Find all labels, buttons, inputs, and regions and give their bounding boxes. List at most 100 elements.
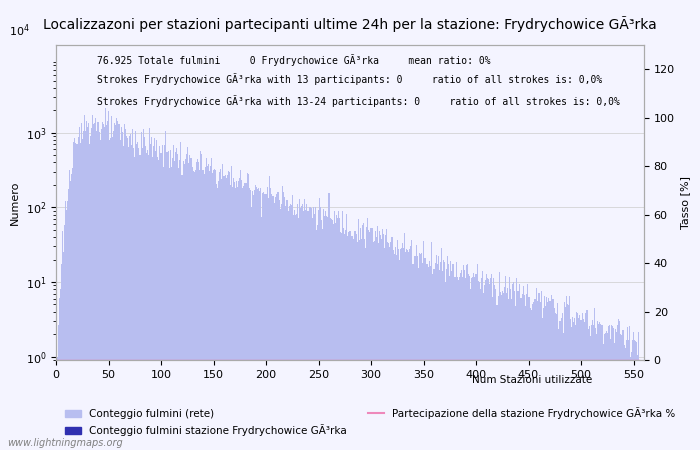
Bar	[345, 230, 346, 450]
Bar	[84, 115, 85, 450]
Bar	[78, 127, 80, 450]
Bar	[441, 248, 442, 450]
Bar	[193, 171, 194, 450]
Bar	[265, 194, 267, 450]
Bar	[508, 299, 509, 450]
Bar	[480, 288, 481, 450]
Bar	[610, 339, 611, 450]
Bar	[622, 330, 624, 450]
Bar	[496, 305, 498, 450]
Bar	[395, 256, 397, 450]
Bar	[252, 191, 253, 450]
Bar	[357, 242, 358, 450]
Bar	[626, 327, 628, 450]
Bar	[101, 129, 102, 450]
Bar	[405, 252, 406, 450]
Bar	[301, 206, 302, 450]
Bar	[452, 264, 454, 450]
Bar	[191, 158, 192, 450]
Bar	[354, 231, 355, 450]
Bar	[118, 125, 120, 450]
Bar	[552, 299, 553, 450]
Bar	[530, 308, 531, 450]
Bar	[210, 166, 211, 450]
Bar	[504, 287, 505, 450]
Bar	[606, 331, 607, 450]
Bar	[80, 122, 82, 450]
Bar	[626, 340, 627, 450]
Bar	[554, 308, 555, 450]
Text: 76.925 Totale fulmini     0 Frydrychowice GÃ³rka     mean ratio: 0%: 76.925 Totale fulmini 0 Frydrychowice GÃ…	[97, 54, 491, 66]
Bar	[487, 278, 488, 450]
Bar	[465, 278, 466, 450]
Bar	[346, 214, 347, 450]
Bar	[456, 277, 458, 450]
Bar	[555, 313, 556, 450]
Bar	[173, 145, 174, 450]
Bar	[398, 248, 399, 450]
Bar	[94, 123, 95, 450]
Bar	[93, 124, 95, 450]
Bar	[113, 131, 114, 450]
Bar	[65, 201, 66, 450]
Bar	[284, 197, 286, 450]
Bar	[488, 279, 489, 450]
Bar	[110, 138, 111, 450]
Bar	[368, 230, 370, 450]
Bar	[260, 189, 261, 450]
Bar	[312, 219, 313, 450]
Bar	[170, 150, 171, 450]
Y-axis label: Tasso [%]: Tasso [%]	[680, 176, 690, 229]
Bar	[458, 277, 460, 450]
Bar	[135, 131, 136, 450]
Bar	[507, 288, 508, 450]
Bar	[593, 324, 594, 450]
Bar	[72, 168, 74, 450]
Bar	[192, 167, 193, 450]
Bar	[431, 242, 433, 450]
Bar	[197, 158, 198, 450]
Bar	[261, 216, 262, 450]
Bar	[228, 171, 229, 450]
Bar	[227, 176, 228, 450]
Bar	[561, 313, 563, 450]
Bar	[63, 252, 64, 450]
Bar	[349, 231, 351, 450]
Bar	[262, 193, 263, 450]
Bar	[156, 140, 158, 450]
Bar	[618, 319, 620, 450]
Bar	[426, 264, 427, 450]
Bar	[272, 196, 273, 450]
Bar	[292, 195, 293, 450]
Bar	[232, 188, 233, 450]
Bar	[613, 328, 614, 450]
Bar	[447, 256, 448, 450]
Bar	[466, 266, 467, 450]
Bar	[568, 305, 569, 450]
Bar	[231, 166, 232, 450]
Bar	[513, 282, 514, 450]
Bar	[257, 189, 258, 450]
Bar	[468, 274, 469, 450]
Bar	[324, 216, 326, 450]
Bar	[542, 318, 543, 450]
Bar	[290, 205, 292, 450]
Bar	[321, 220, 322, 450]
Bar	[359, 240, 360, 450]
Bar	[597, 320, 598, 450]
Bar	[565, 307, 566, 450]
Bar	[137, 142, 139, 450]
Bar	[574, 318, 575, 450]
Bar	[225, 178, 227, 450]
Bar	[162, 167, 164, 450]
Bar	[400, 249, 401, 450]
Bar	[592, 320, 593, 450]
Bar	[61, 264, 62, 450]
Bar	[596, 333, 597, 450]
Bar	[563, 333, 564, 450]
Bar	[425, 257, 426, 450]
Bar	[318, 210, 319, 450]
Bar	[258, 188, 259, 450]
Bar	[515, 306, 517, 450]
Bar	[433, 269, 435, 450]
